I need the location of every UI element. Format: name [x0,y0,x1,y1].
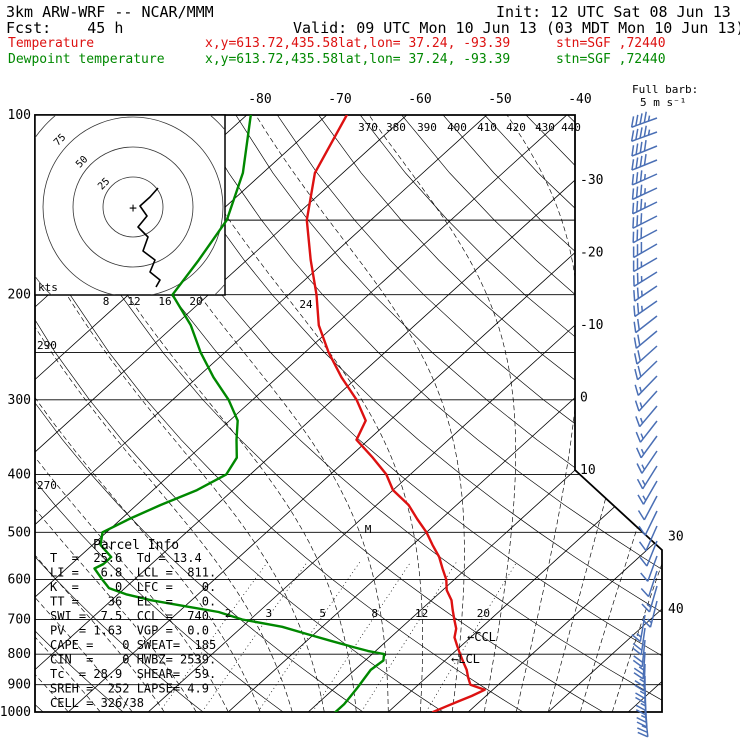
svg-text:SWI = 7.5 CCL = 740.: SWI = 7.5 CCL = 740. [50,609,216,623]
svg-text:2: 2 [225,607,232,620]
model-title: 3km ARW-WRF -- NCAR/MMM [6,3,214,21]
dewpoint-curve [93,115,386,712]
barb-legend-value: 5 m s⁻¹ [640,96,687,109]
temperature-legend-label: Temperature [8,36,95,51]
svg-text:430: 430 [535,121,555,134]
svg-text:200: 200 [8,288,31,303]
svg-text:10: 10 [580,463,596,478]
profile-curves [93,115,486,712]
svg-text:CAPE = 0 SWEAT= 185: CAPE = 0 SWEAT= 185 [50,638,216,652]
svg-text:TT = 36 EL = 0.: TT = 36 EL = 0. [50,595,216,609]
svg-text:SREH = 252 LAPSE= 4.9: SREH = 252 LAPSE= 4.9 [50,682,209,696]
svg-text:-20: -20 [580,246,603,261]
dewpoint-station: stn=SGF ,72440 [556,52,666,67]
svg-text:LI = 6.8 LCL = 811.: LI = 6.8 LCL = 811. [50,566,216,580]
svg-text:T = 25.6 Td = 13.4: T = 25.6 Td = 13.4 [50,551,202,565]
svg-text:8: 8 [371,607,378,620]
svg-text:40: 40 [668,602,684,617]
dewpoint-xy: x,y=613.72,435.58 [205,52,339,67]
svg-text:20: 20 [477,607,490,620]
svg-text:700: 700 [8,613,31,628]
svg-text:900: 900 [8,678,31,693]
svg-text:-60: -60 [408,92,431,107]
temperature-latlon: lat,lon= 37.24, -93.39 [338,36,511,51]
svg-text:-70: -70 [328,92,351,107]
svg-text:800: 800 [8,647,31,662]
svg-text:270: 270 [37,479,57,492]
svg-text:3: 3 [266,607,273,620]
svg-text:-80: -80 [248,92,271,107]
svg-text:-40: -40 [568,92,591,107]
svg-text:100: 100 [8,108,31,123]
svg-text:CELL = 326/38: CELL = 326/38 [50,696,144,710]
dewpoint-legend-label: Dewpoint temperature [8,52,165,67]
svg-text:370: 370 [358,121,378,134]
wind-barbs-group [630,111,658,738]
svg-text:PV = 1.63 VGP = 0.0: PV = 1.63 VGP = 0.0 [50,624,209,638]
temperature-curve [305,115,486,712]
svg-text:380: 380 [386,121,406,134]
svg-text:12: 12 [127,295,140,308]
svg-text:12: 12 [415,607,428,620]
barb-legend-title: Full barb: [632,83,699,96]
svg-text:8: 8 [103,295,110,308]
svg-text:-30: -30 [580,173,603,188]
dewpoint-latlon: lat,lon= 37.24, -93.39 [338,52,511,67]
valid-time: Valid: 09 UTC Mon 10 Jun 13 (03 MDT Mon … [293,19,740,37]
svg-text:0: 0 [580,391,588,406]
svg-text:←LCL: ←LCL [451,652,480,666]
svg-text:M: M [365,523,372,536]
svg-text:20: 20 [189,295,202,308]
svg-text:440: 440 [561,121,581,134]
svg-text:+: + [129,201,137,216]
svg-text:kts: kts [38,281,58,294]
svg-text:390: 390 [417,121,437,134]
svg-text:410: 410 [477,121,497,134]
svg-text:Tc = 28.9 SHEAR= 59.: Tc = 28.9 SHEAR= 59. [50,667,216,681]
svg-text:30: 30 [668,529,684,544]
svg-text:CIN = 0 HWBZ= 2539.: CIN = 0 HWBZ= 2539. [50,653,216,667]
svg-text:-10: -10 [580,318,603,333]
svg-text:400: 400 [8,467,31,482]
svg-text:500: 500 [8,525,31,540]
svg-text:Parcel Info: Parcel Info [93,538,179,553]
svg-text:-50: -50 [488,92,511,107]
svg-text:300: 300 [8,393,31,408]
svg-text:←CCL: ←CCL [467,630,496,644]
svg-text:290: 290 [37,339,57,352]
hodograph-trace [137,187,161,288]
svg-text:420: 420 [506,121,526,134]
svg-text:K = 0 LFC = 0.: K = 0 LFC = 0. [50,580,216,594]
temperature-xy: x,y=613.72,435.58 [205,36,339,51]
svg-text:16: 16 [158,295,171,308]
svg-text:1000: 1000 [0,705,31,720]
svg-text:400: 400 [447,121,467,134]
svg-text:24: 24 [299,298,313,311]
plot-border [34,114,663,713]
forecast-hour: Fcst: 45 h [6,19,124,37]
svg-text:5: 5 [319,607,326,620]
svg-text:600: 600 [8,573,31,588]
temperature-station: stn=SGF ,72440 [556,36,666,51]
init-time: Init: 12 UTC Sat 08 Jun 13 [496,3,731,21]
